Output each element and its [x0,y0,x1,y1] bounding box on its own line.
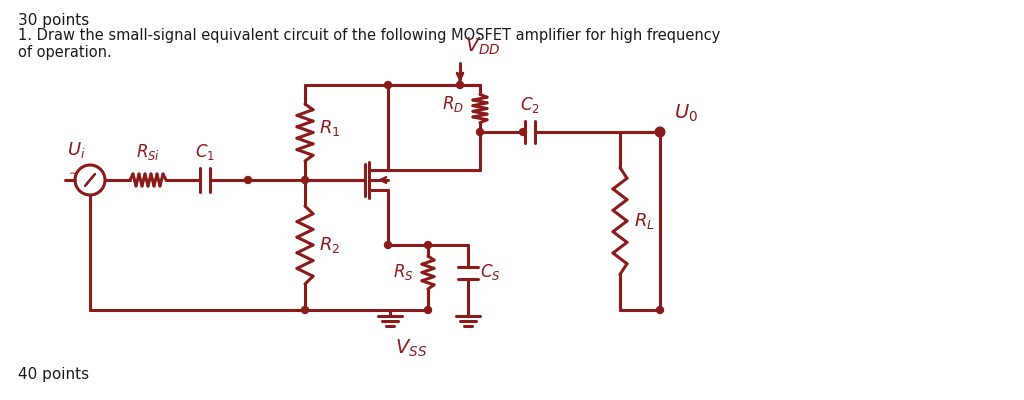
Circle shape [384,242,391,248]
Text: $R_S$: $R_S$ [393,262,414,282]
Circle shape [519,128,526,136]
Text: $C_1$: $C_1$ [195,142,215,162]
Circle shape [476,128,483,136]
Text: $U_0$: $U_0$ [674,103,698,124]
Text: $C_2$: $C_2$ [520,95,540,115]
Circle shape [301,176,308,184]
Circle shape [384,82,391,88]
Text: $R_1$: $R_1$ [319,118,340,138]
Circle shape [301,306,308,314]
Text: of operation.: of operation. [18,45,112,60]
Text: $R_2$: $R_2$ [319,235,340,255]
Text: $R_D$: $R_D$ [442,94,464,114]
Text: 30 points: 30 points [18,13,89,28]
Text: $R_{Si}$: $R_{Si}$ [136,142,160,162]
Circle shape [656,128,664,136]
Text: $R_L$: $R_L$ [634,211,654,231]
Text: $V_{SS}$: $V_{SS}$ [395,338,427,359]
Text: $U_i$: $U_i$ [67,140,85,160]
Circle shape [245,176,252,184]
Circle shape [425,306,431,314]
Text: 1. Draw the small-signal equivalent circuit of the following MOSFET amplifier fo: 1. Draw the small-signal equivalent circ… [18,28,720,43]
Circle shape [656,306,664,314]
Text: $C_S$: $C_S$ [480,262,501,282]
Text: $\sim$: $\sim$ [66,168,78,178]
Text: $V_{DD}$: $V_{DD}$ [465,36,501,57]
Circle shape [457,82,464,88]
Circle shape [425,242,431,248]
Text: 40 points: 40 points [18,367,89,382]
